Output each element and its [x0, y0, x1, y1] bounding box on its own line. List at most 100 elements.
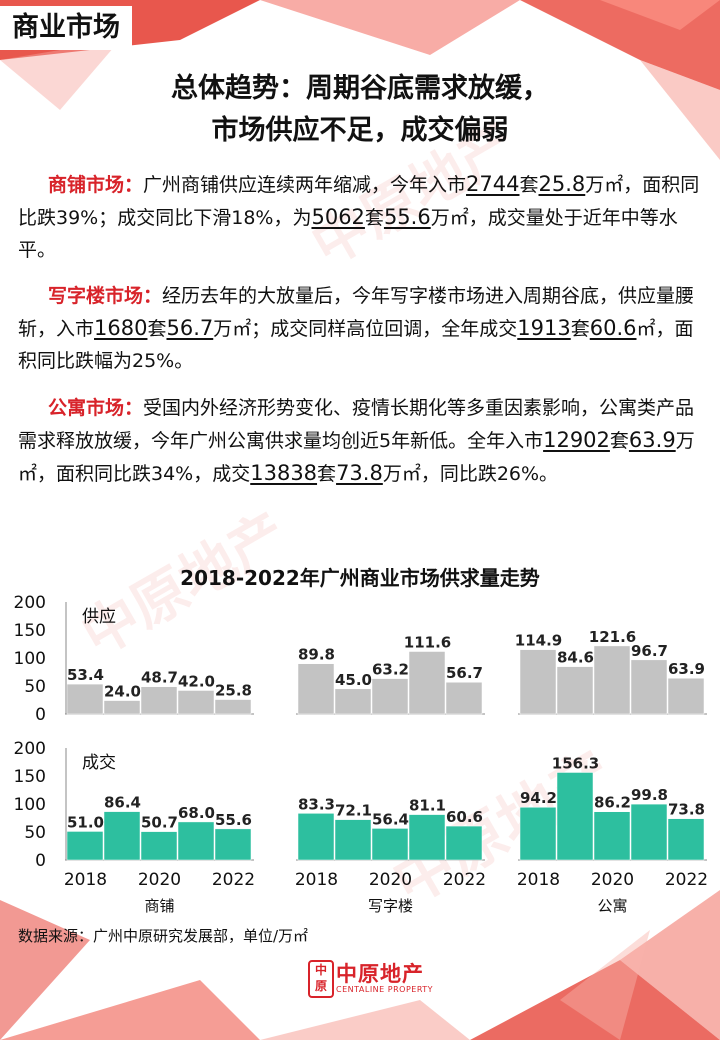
y-tick-label: 50 [24, 677, 46, 697]
y-tick-label: 0 [35, 705, 46, 725]
bar [445, 825, 483, 861]
bar [103, 811, 141, 861]
data-label: 99.8 [631, 786, 668, 804]
apartment-supply-area: 63.9 [628, 428, 676, 452]
data-label: 114.9 [515, 632, 562, 650]
data-label: 25.8 [215, 682, 252, 700]
bar [140, 686, 178, 715]
bar [593, 811, 631, 861]
data-label: 50.7 [141, 814, 178, 832]
shop-paragraph: 商铺市场：广州商铺供应连续两年缩减，今年入市2744套25.8万㎡，面积同比跌3… [18, 172, 700, 261]
bar [445, 681, 483, 715]
bar [630, 803, 668, 861]
bar [103, 700, 141, 715]
bar [214, 699, 252, 715]
chart-title: 2018-2022年广州商业市场供求量走势 [180, 566, 540, 590]
headline-line-2: 市场供应不足，成交偏弱 [211, 115, 509, 146]
group-label: 公寓 [597, 897, 627, 915]
data-label: 111.6 [404, 634, 451, 652]
shop-deal-units: 5062 [311, 205, 365, 229]
bar [66, 683, 104, 715]
data-label: 63.9 [668, 660, 705, 678]
panel-label: 供应 [82, 607, 116, 627]
bar [667, 677, 705, 715]
office-deal-area: 60.6 [589, 316, 637, 340]
section-tag: 商业市场 [0, 6, 132, 50]
apartment-deal-units: 13838 [250, 461, 318, 485]
data-label: 56.7 [446, 664, 483, 682]
data-label: 56.4 [372, 810, 409, 828]
x-tick-label: 2018 [295, 870, 338, 890]
y-tick-label: 50 [24, 823, 46, 843]
bar [66, 831, 104, 861]
bar [334, 688, 372, 715]
office-supply-area: 56.7 [166, 316, 214, 340]
data-label: 45.0 [335, 671, 372, 689]
bar [630, 659, 668, 715]
y-tick-label: 150 [14, 621, 46, 641]
bar [519, 806, 557, 861]
bar [214, 828, 252, 861]
y-tick-label: 200 [14, 593, 46, 613]
bar [140, 831, 178, 861]
data-label: 53.4 [67, 666, 104, 684]
bar [519, 649, 557, 715]
bar [371, 828, 409, 861]
bar [408, 651, 446, 715]
office-paragraph: 写字楼市场：经历去年的大放量后，今年写字楼市场进入周期谷底，供应量腰斩，入市16… [18, 285, 695, 372]
group-label: 商铺 [144, 897, 174, 915]
apartment-supply-units: 12902 [543, 428, 610, 452]
data-label: 83.3 [298, 795, 335, 813]
data-label: 121.6 [589, 628, 636, 646]
group-label: 写字楼 [368, 897, 413, 915]
shop-supply-area: 25.8 [538, 172, 586, 196]
data-label: 81.1 [409, 797, 446, 815]
x-tick-label: 2018 [517, 870, 560, 890]
data-label: 84.6 [557, 649, 594, 667]
logo-mark: 中原 [308, 960, 334, 998]
bar [177, 690, 215, 715]
x-tick-label: 2020 [138, 870, 181, 890]
data-label: 63.2 [372, 661, 409, 679]
apartment-deal-area: 73.8 [336, 461, 383, 485]
bar [297, 663, 335, 715]
data-label: 86.2 [594, 794, 631, 812]
y-tick-label: 100 [14, 649, 46, 669]
y-tick-label: 100 [14, 795, 46, 815]
shop-deal-area: 55.6 [383, 205, 431, 229]
bar [371, 678, 409, 715]
x-tick-label: 2018 [64, 870, 107, 890]
supply-demand-chart: 0 50 100 150 200 供应 53.424.048.7 42.025.8 89.845… [14, 593, 709, 915]
office-label: 写字楼市场： [48, 285, 163, 307]
x-tick-label: 2020 [591, 870, 634, 890]
x-tick-label: 2022 [212, 870, 255, 890]
bar [667, 818, 705, 861]
logo-chinese-name: 中原地产 [336, 962, 424, 986]
x-tick-label: 2022 [665, 870, 708, 890]
data-label: 89.8 [298, 646, 335, 664]
data-label: 86.4 [104, 794, 141, 812]
data-label: 60.6 [446, 808, 483, 826]
data-label: 73.8 [668, 801, 705, 819]
logo-english-name: CENTALINE PROPERTY [336, 985, 434, 994]
data-label: 24.0 [104, 683, 141, 701]
shop-label: 商铺市场： [48, 174, 144, 196]
data-label: 48.7 [141, 669, 178, 687]
headline-line-1: 总体趋势：周期谷底需求放缓， [171, 73, 549, 104]
x-tick-label: 2020 [369, 870, 412, 890]
bar [334, 819, 372, 861]
office-supply-units: 1680 [94, 316, 148, 340]
data-label: 55.6 [215, 811, 252, 829]
data-source-note: 数据来源：广州中原研究发展部，单位/万㎡ [18, 927, 309, 945]
y-tick-label: 150 [14, 767, 46, 787]
apartment-label: 公寓市场： [48, 397, 144, 419]
data-label: 72.1 [335, 802, 372, 820]
x-tick-label: 2022 [443, 870, 486, 890]
bar [556, 666, 594, 715]
y-tick-label: 0 [35, 851, 46, 871]
bar [297, 813, 335, 861]
data-label: 96.7 [631, 642, 668, 660]
data-label: 51.0 [67, 813, 104, 831]
panel-label: 成交 [82, 753, 116, 773]
